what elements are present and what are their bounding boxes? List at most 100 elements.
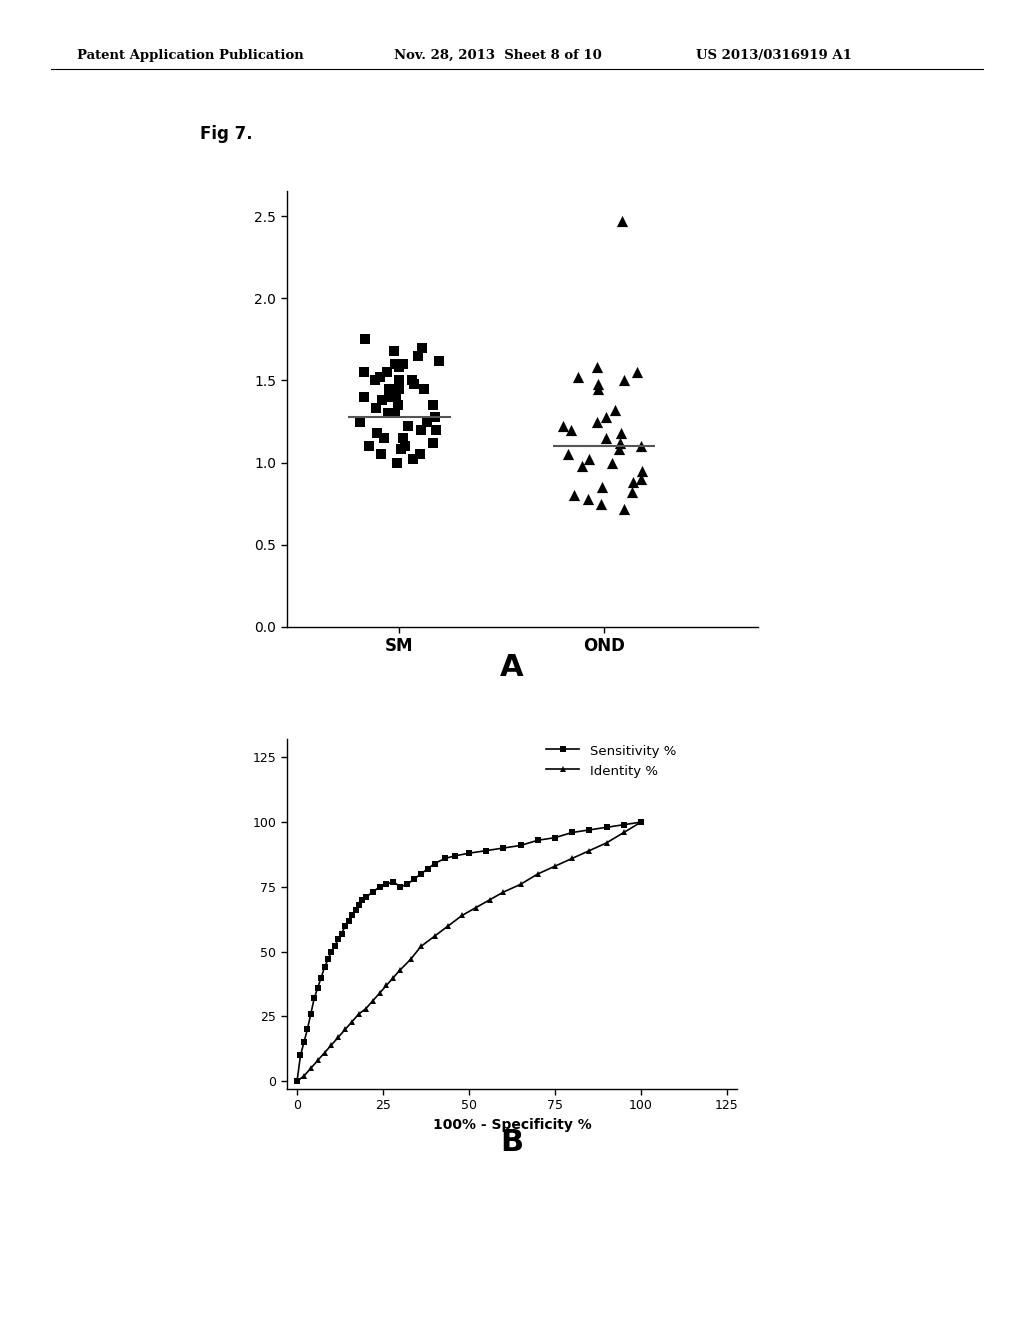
Point (388, 451, 404, 473)
Identity % (531, 866, 544, 882)
Identity % (442, 917, 455, 933)
Sensitivity % (408, 871, 420, 887)
Identity % (311, 1052, 324, 1068)
Sensitivity % (498, 840, 510, 855)
Point (406, 374, 422, 395)
Text: Fig 7.: Fig 7. (200, 124, 252, 143)
Point (387, 403, 403, 424)
Point (430, 350, 446, 371)
Line: Identity %: Identity % (294, 820, 644, 1084)
Sensitivity % (401, 876, 414, 892)
Sensitivity % (428, 855, 440, 871)
Sensitivity % (380, 876, 392, 892)
Point (394, 354, 411, 375)
Point (367, 370, 383, 391)
Sensitivity % (356, 892, 369, 908)
Sensitivity % (329, 939, 341, 954)
Point (381, 378, 397, 399)
Point (598, 428, 614, 449)
Point (624, 482, 640, 503)
Identity % (415, 939, 427, 954)
Point (590, 374, 606, 395)
Sensitivity % (422, 861, 434, 876)
Sensitivity % (353, 898, 366, 913)
Point (387, 354, 403, 375)
Point (355, 387, 372, 408)
Identity % (326, 1038, 338, 1053)
Point (391, 356, 408, 378)
Identity % (404, 952, 417, 968)
Point (352, 411, 369, 432)
Sensitivity % (463, 845, 475, 861)
Sensitivity % (301, 1022, 313, 1038)
Text: US 2013/0316919 A1: US 2013/0316919 A1 (696, 49, 852, 62)
Point (390, 378, 407, 399)
Sensitivity % (359, 890, 372, 906)
Sensitivity % (549, 830, 561, 846)
Identity % (549, 858, 561, 874)
Point (380, 403, 396, 424)
Identity % (346, 1014, 358, 1030)
Sensitivity % (600, 820, 612, 836)
Point (406, 449, 422, 470)
Identity % (600, 836, 612, 851)
Text: A: A (500, 653, 524, 682)
Point (425, 395, 441, 416)
Point (388, 387, 404, 408)
Sensitivity % (318, 960, 331, 975)
Point (393, 440, 410, 461)
Sensitivity % (336, 925, 348, 941)
Sensitivity % (315, 970, 328, 986)
Point (614, 210, 631, 231)
Point (630, 362, 646, 383)
Point (589, 411, 605, 432)
Point (374, 389, 390, 411)
Point (426, 407, 442, 428)
Point (413, 420, 429, 441)
Identity % (428, 928, 440, 944)
Point (611, 440, 628, 461)
Point (625, 471, 641, 492)
Sensitivity % (311, 979, 324, 995)
Point (633, 436, 649, 457)
Sensitivity % (394, 879, 407, 895)
Text: B: B (501, 1129, 523, 1158)
Identity % (470, 900, 482, 916)
Identity % (498, 884, 510, 900)
Sensitivity % (305, 1006, 317, 1022)
X-axis label: 100% - Specificity %: 100% - Specificity % (432, 1118, 592, 1133)
Sensitivity % (439, 850, 452, 866)
Point (391, 370, 408, 391)
Point (373, 444, 389, 465)
Identity % (359, 1001, 372, 1016)
Sensitivity % (294, 1047, 306, 1063)
Sensitivity % (346, 907, 358, 923)
Identity % (291, 1073, 303, 1089)
Text: Patent Application Publication: Patent Application Publication (77, 49, 303, 62)
Point (574, 455, 591, 477)
Point (634, 461, 650, 482)
Point (590, 378, 606, 399)
Text: Nov. 28, 2013  Sheet 8 of 10: Nov. 28, 2013 Sheet 8 of 10 (394, 49, 602, 62)
Identity % (514, 876, 526, 892)
Point (412, 444, 428, 465)
Sensitivity % (367, 884, 379, 900)
Point (607, 400, 624, 421)
Point (368, 397, 384, 418)
Identity % (332, 1030, 344, 1045)
Identity % (483, 892, 496, 908)
Identity % (353, 1006, 366, 1022)
Point (376, 428, 392, 449)
Legend: Sensitivity %, Identity %: Sensitivity %, Identity % (541, 739, 682, 783)
Identity % (617, 825, 630, 841)
Point (581, 449, 597, 470)
Sensitivity % (584, 822, 596, 838)
Point (559, 444, 575, 465)
Point (562, 420, 579, 441)
Identity % (387, 970, 399, 986)
Point (410, 346, 426, 367)
Point (593, 494, 609, 515)
Point (428, 420, 444, 441)
Sensitivity % (308, 990, 321, 1006)
Point (404, 370, 421, 391)
